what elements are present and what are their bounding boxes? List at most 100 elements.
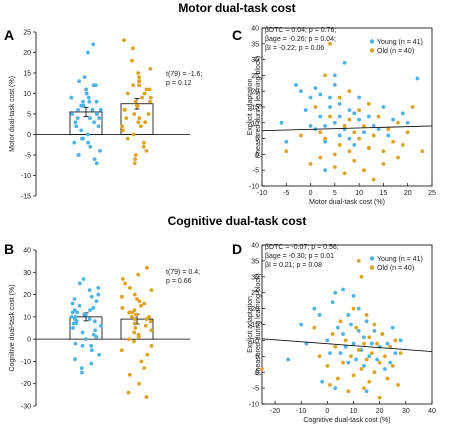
y-tick-label: -30 (21, 404, 31, 411)
data-point-young (91, 42, 96, 47)
data-point-old (347, 149, 352, 154)
data-point-old (147, 314, 151, 319)
data-point-old (144, 149, 149, 153)
data-point-young (97, 352, 102, 357)
y-tick-label: 25 (251, 73, 259, 80)
data-point-old (337, 95, 342, 100)
data-point-young (369, 341, 374, 346)
data-point-young (71, 326, 75, 330)
data-point-old (354, 325, 359, 330)
data-point-young (328, 95, 332, 100)
data-point-old (405, 130, 410, 135)
data-point-old (371, 177, 376, 182)
data-point-young (323, 124, 328, 128)
x-tick-label: 10 (355, 190, 363, 197)
data-point-young (94, 335, 99, 339)
data-point-old (122, 108, 127, 112)
data-point-old (400, 143, 405, 147)
legend-label: Young (n = 41) (377, 256, 423, 263)
data-point-old (330, 332, 335, 336)
data-point-young (332, 120, 337, 125)
data-point-young (352, 143, 357, 147)
y-tick-label: -10 (249, 402, 259, 409)
data-point-young (96, 292, 101, 297)
regression-line (261, 338, 433, 352)
data-point-old (349, 354, 353, 359)
data-point-young (318, 92, 323, 97)
data-point-young (357, 95, 362, 100)
data-point-old (137, 83, 141, 88)
data-point-old (372, 370, 377, 375)
data-point-young (323, 168, 328, 173)
data-point-old (362, 168, 366, 173)
data-point-young (98, 108, 103, 112)
data-point-old (337, 143, 342, 147)
data-point-old (123, 281, 127, 286)
data-point-young (317, 313, 322, 317)
data-point-old (142, 366, 147, 371)
data-point-old (130, 46, 135, 51)
data-point-old (128, 285, 132, 290)
data-point-young (393, 351, 398, 356)
data-point-old (132, 161, 137, 166)
y-tick-label: -10 (21, 173, 31, 180)
data-point-old (328, 383, 332, 387)
data-point-old (335, 376, 340, 381)
y-tick-label: -5 (25, 153, 31, 160)
data-point-young (73, 357, 77, 362)
data-point-young (86, 132, 90, 137)
data-point-old (351, 306, 356, 311)
data-point-old (376, 114, 381, 119)
data-point-young (359, 348, 364, 352)
regression-line (261, 125, 433, 132)
data-point-young (87, 99, 92, 104)
data-point-old (139, 303, 143, 308)
x-tick-label: 25 (428, 190, 436, 197)
y-tick-label: 10 (251, 120, 259, 127)
data-point-young (338, 351, 343, 356)
y-axis-label: Motor dual-task cost (%) (9, 76, 16, 152)
data-point-young (80, 330, 85, 335)
y-tick-label: 40 (251, 243, 259, 250)
data-point-old (149, 288, 154, 293)
data-point-old (142, 91, 147, 96)
data-point-old (120, 124, 125, 129)
y-tick-label: 30 (251, 274, 259, 281)
data-point-old (332, 152, 337, 157)
y-tick-label: 20 (23, 292, 31, 299)
legend-label: Old (n = 40) (377, 265, 414, 272)
y-tick-label: -15 (21, 194, 31, 201)
data-point-old (140, 95, 144, 100)
data-point-young (332, 73, 337, 78)
data-point-young (375, 357, 379, 362)
data-point-old (356, 348, 361, 352)
x-tick-label: 20 (404, 190, 412, 197)
data-point-young (323, 139, 328, 144)
data-point-old (385, 376, 390, 381)
data-point-young (91, 83, 96, 88)
data-point-young (313, 86, 318, 90)
data-point-young (92, 157, 97, 162)
data-point-young (90, 108, 95, 112)
data-point-young (94, 112, 99, 116)
stat-text: βI = 0.21; p = 0.08 (265, 262, 322, 269)
data-point-old (130, 58, 134, 63)
data-point-old (308, 161, 313, 166)
data-point-young (87, 288, 92, 293)
y-tick-label: 0 (255, 370, 259, 377)
data-point-old (383, 354, 387, 359)
x-tick-label: -20 (270, 408, 280, 415)
data-point-young (356, 328, 361, 333)
y-axis-label: (measured during learning block) (255, 56, 262, 158)
data-point-young (88, 308, 92, 313)
data-point-young (337, 114, 342, 119)
x-axis-label: Motor dual-task cost (%) (309, 199, 385, 206)
stat-text: βDTC = 0.04; p = 0.76; (265, 27, 336, 34)
data-point-young (92, 319, 97, 324)
data-point-old (120, 277, 125, 281)
stat-text: t(79) = 0.4; (166, 269, 200, 276)
data-point-young (357, 117, 362, 122)
data-point-young (76, 153, 81, 157)
x-tick-label: 10 (350, 408, 358, 415)
y-tick-label: 10 (23, 91, 31, 98)
